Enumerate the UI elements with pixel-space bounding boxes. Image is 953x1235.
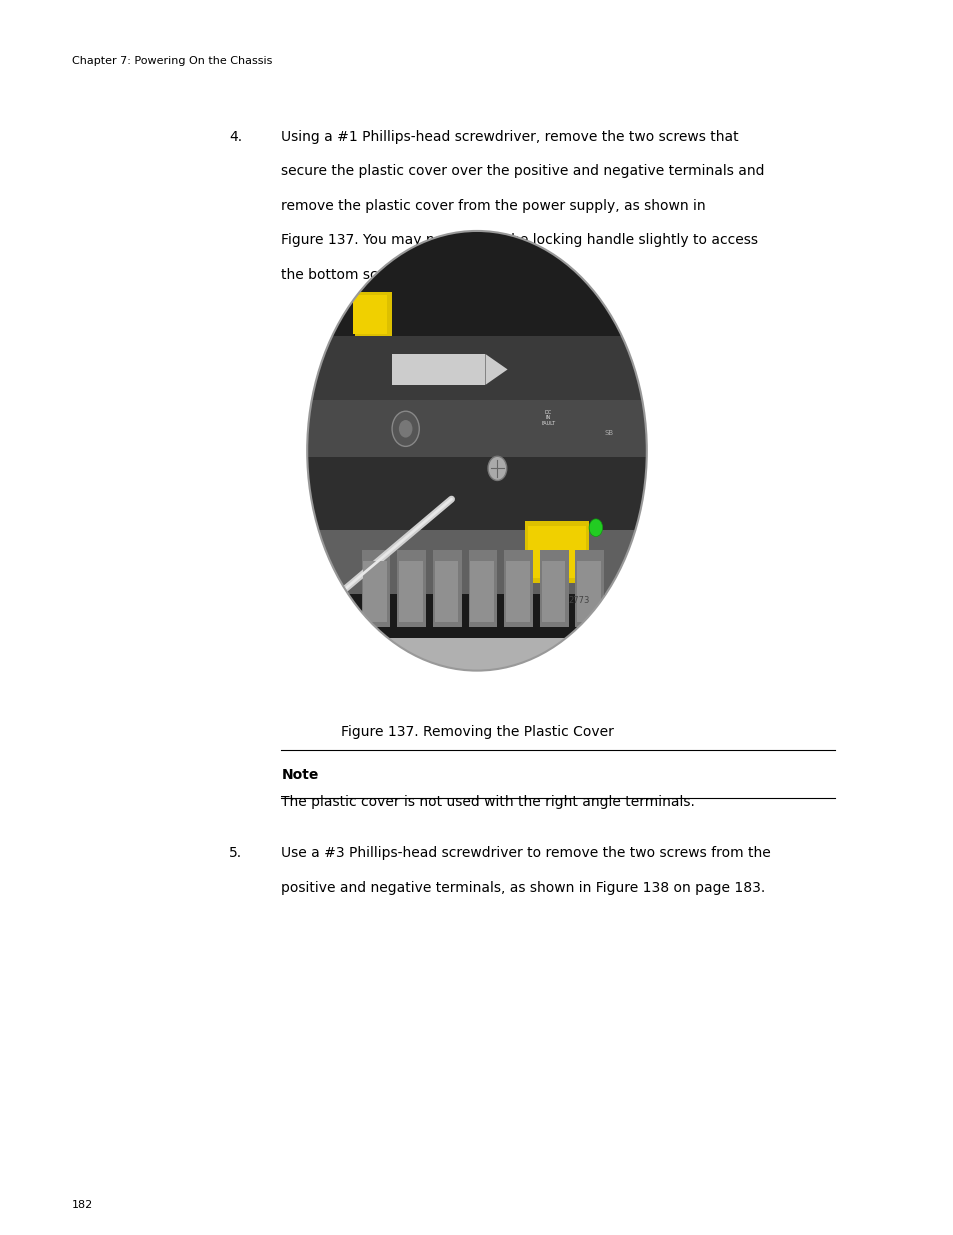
FancyBboxPatch shape (433, 550, 461, 626)
FancyBboxPatch shape (577, 561, 600, 622)
Circle shape (398, 420, 412, 437)
Text: 4.: 4. (229, 130, 242, 143)
Text: 5.: 5. (229, 846, 242, 860)
Text: positive and negative terminals, as shown in Figure 138 on page 183.: positive and negative terminals, as show… (281, 881, 765, 894)
Text: 2773: 2773 (568, 595, 589, 605)
Text: Note: Note (281, 768, 318, 782)
Text: Using a #1 Phillips-head screwdriver, remove the two screws that: Using a #1 Phillips-head screwdriver, re… (281, 130, 739, 143)
Text: Figure 137. Removing the Plastic Cover: Figure 137. Removing the Plastic Cover (340, 725, 613, 739)
FancyBboxPatch shape (527, 526, 585, 578)
FancyBboxPatch shape (541, 561, 565, 622)
Text: remove the plastic cover from the power supply, as shown in: remove the plastic cover from the power … (281, 199, 705, 212)
Circle shape (307, 231, 646, 671)
Circle shape (588, 519, 602, 536)
Text: Use a #3 Phillips-head screwdriver to remove the two screws from the: Use a #3 Phillips-head screwdriver to re… (281, 846, 770, 860)
Text: 182: 182 (71, 1200, 92, 1210)
FancyBboxPatch shape (398, 561, 422, 622)
FancyBboxPatch shape (524, 521, 588, 583)
FancyBboxPatch shape (392, 354, 485, 385)
FancyBboxPatch shape (539, 550, 568, 626)
Text: secure the plastic cover over the positive and negative terminals and: secure the plastic cover over the positi… (281, 164, 764, 178)
FancyBboxPatch shape (353, 295, 387, 335)
FancyBboxPatch shape (575, 550, 604, 626)
FancyBboxPatch shape (307, 594, 646, 637)
FancyBboxPatch shape (396, 550, 426, 626)
FancyBboxPatch shape (503, 550, 533, 626)
FancyBboxPatch shape (307, 457, 646, 535)
Text: DC
IN
FAULT: DC IN FAULT (540, 410, 555, 426)
Polygon shape (485, 354, 507, 385)
FancyBboxPatch shape (505, 561, 529, 622)
Circle shape (488, 456, 506, 480)
FancyBboxPatch shape (470, 561, 494, 622)
Text: Figure 137. You may need to lift the locking handle slightly to access: Figure 137. You may need to lift the loc… (281, 233, 758, 247)
Text: The plastic cover is not used with the right angle terminals.: The plastic cover is not used with the r… (281, 795, 695, 809)
Text: SB: SB (604, 430, 614, 436)
FancyBboxPatch shape (361, 550, 390, 626)
FancyBboxPatch shape (434, 561, 457, 622)
Text: the bottom screw.: the bottom screw. (281, 268, 406, 282)
FancyBboxPatch shape (355, 293, 392, 336)
FancyBboxPatch shape (468, 550, 497, 626)
FancyBboxPatch shape (307, 336, 646, 403)
FancyBboxPatch shape (307, 530, 646, 626)
FancyBboxPatch shape (363, 561, 387, 622)
Text: Chapter 7: Powering On the Chassis: Chapter 7: Powering On the Chassis (71, 56, 272, 65)
FancyBboxPatch shape (307, 231, 646, 341)
FancyBboxPatch shape (307, 400, 646, 462)
Circle shape (392, 411, 418, 446)
